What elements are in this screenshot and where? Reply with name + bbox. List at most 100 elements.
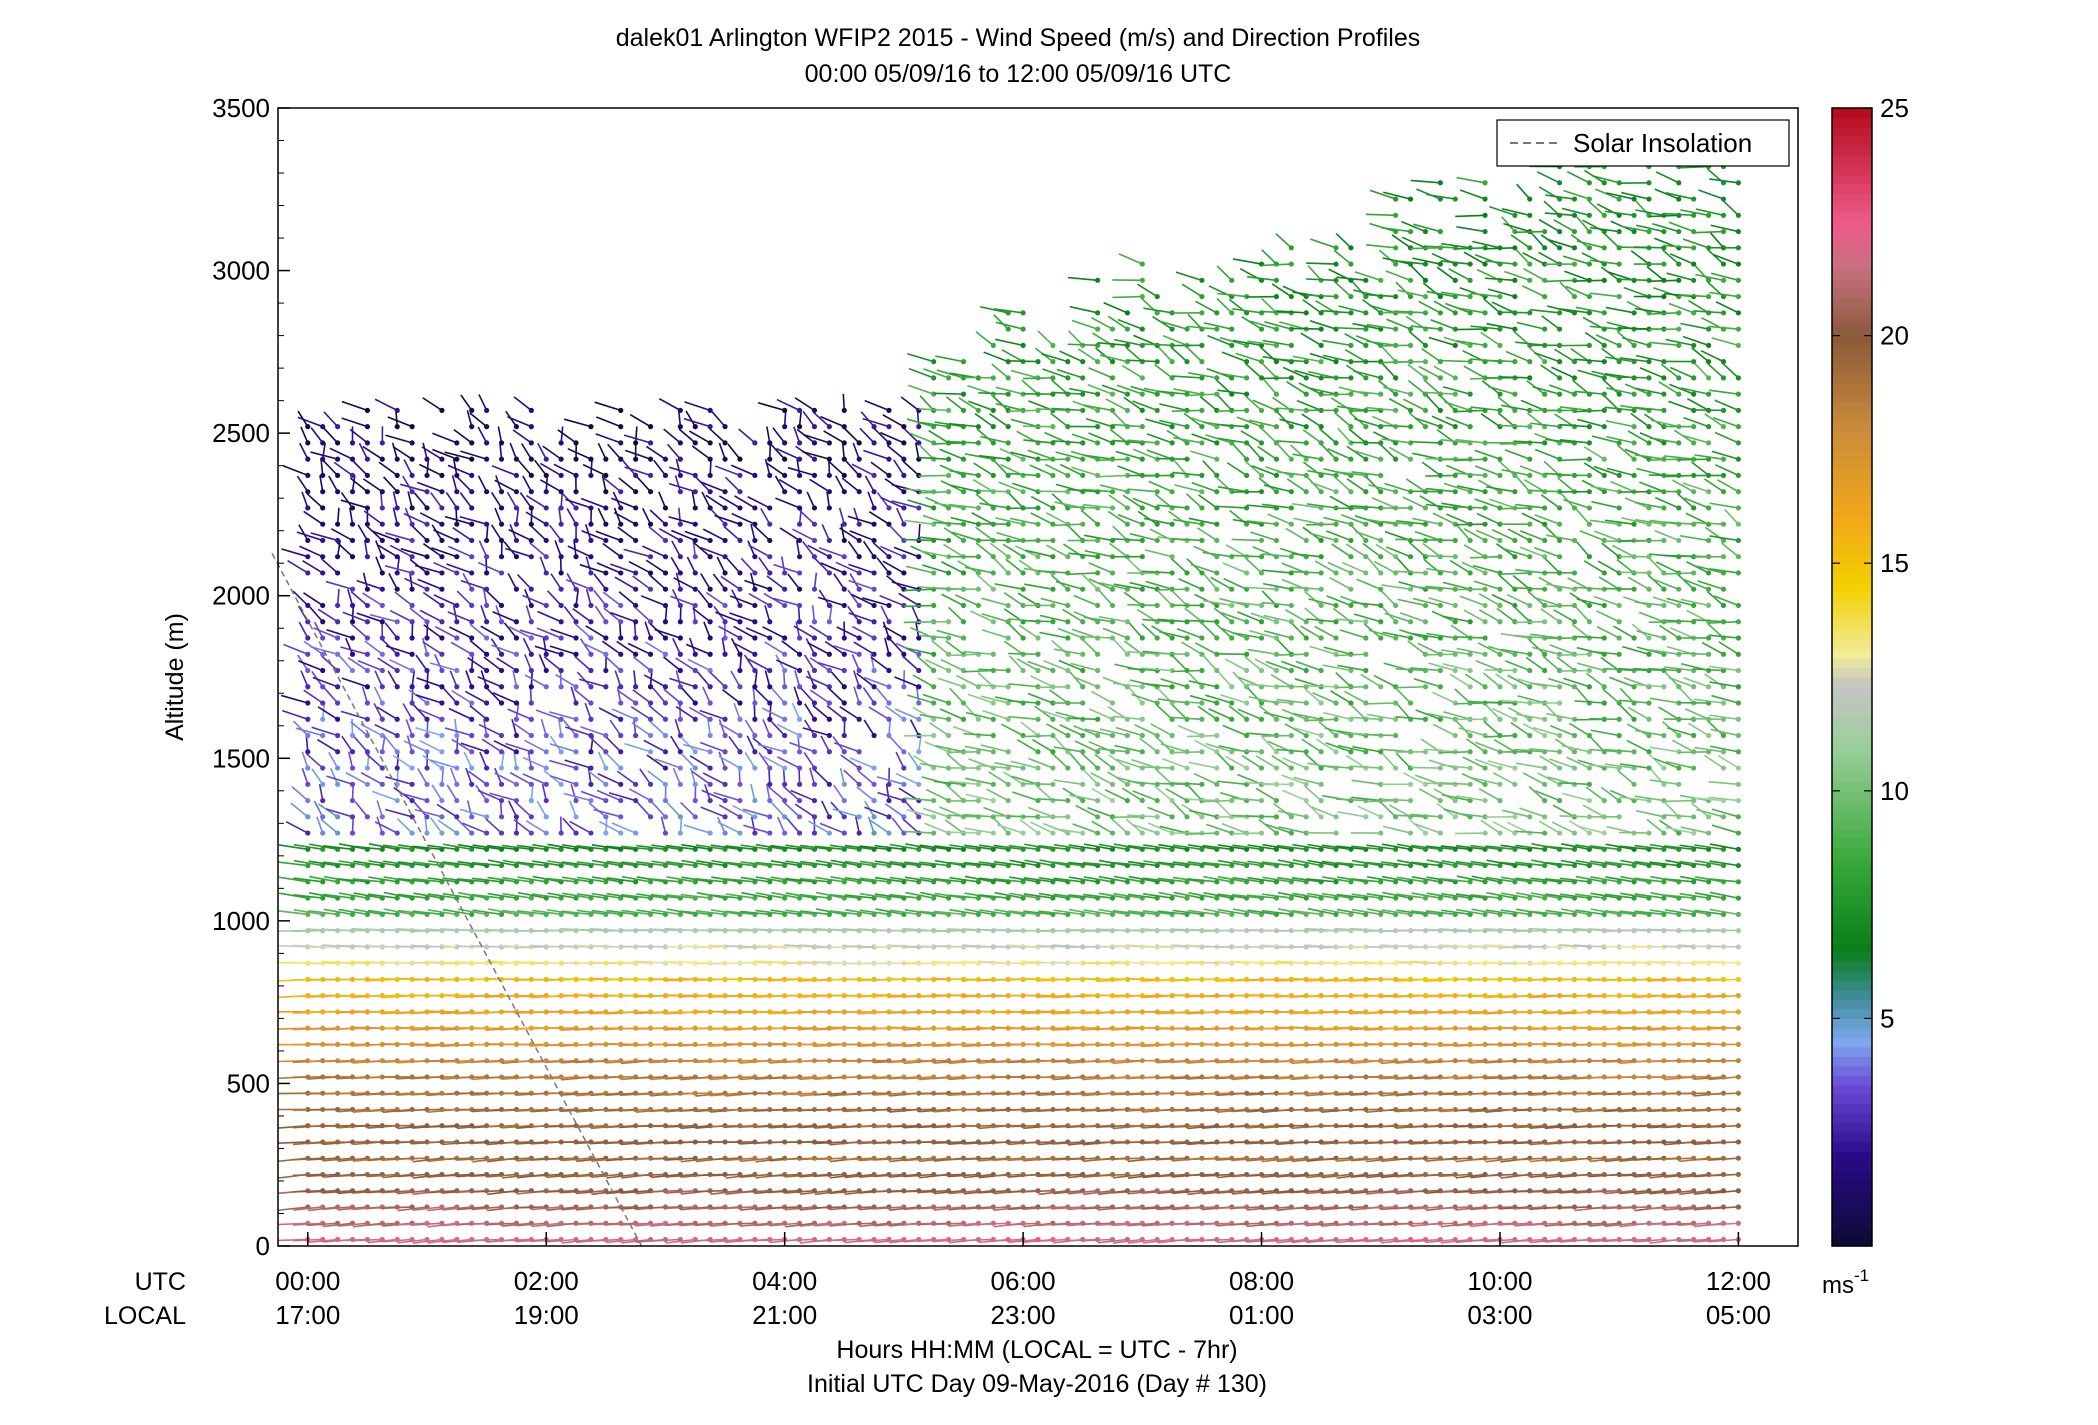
wind-barb <box>413 492 428 509</box>
wind-barb <box>549 524 562 541</box>
wind-barb-dot <box>484 781 490 787</box>
wind-barb <box>432 448 458 460</box>
wind-barb-dot <box>558 602 564 609</box>
wind-barb-dot <box>409 505 415 511</box>
wind-barb-dot <box>886 456 892 462</box>
wind-barb-dot <box>901 716 907 722</box>
wind-barb-dot <box>618 765 624 771</box>
wind-barb <box>382 1238 413 1243</box>
wind-barb-dot <box>796 732 803 739</box>
wind-barb <box>454 718 458 736</box>
wind-barb <box>441 962 472 965</box>
wind-barb <box>278 844 308 851</box>
wind-barb-dot <box>379 635 385 641</box>
wind-barb <box>385 645 413 656</box>
wind-barb <box>903 588 934 592</box>
wind-barb-dot <box>513 651 520 657</box>
wind-barb-dot <box>513 830 520 836</box>
wind-barb-dot <box>677 424 683 430</box>
wind-barb-dot <box>454 635 460 641</box>
wind-barb-dot <box>782 651 788 657</box>
wind-barb <box>478 723 502 737</box>
wind-barb-dot <box>379 862 385 869</box>
wind-barb <box>724 1222 755 1225</box>
wind-barb <box>894 708 920 721</box>
wind-barb <box>475 784 488 802</box>
wind-barb-dot <box>1050 830 1056 836</box>
wind-barb <box>485 523 489 541</box>
wind-barb-dot <box>722 440 728 446</box>
wind-barb-dot <box>528 635 534 641</box>
wind-barb-dot <box>469 732 475 739</box>
wind-barb <box>516 1206 547 1209</box>
wind-barb-dot <box>901 424 907 430</box>
wind-barb <box>400 547 428 558</box>
wind-barb <box>1008 492 1024 509</box>
wind-barb-dot <box>841 424 847 430</box>
wind-barb-dot <box>990 342 996 348</box>
wind-barb-dot <box>364 619 371 625</box>
wind-barb <box>469 704 488 720</box>
wind-barb-dot <box>558 586 564 592</box>
wind-barb <box>441 1011 472 1015</box>
wind-barb-dot <box>1005 797 1011 804</box>
wind-barb-dot <box>588 424 594 430</box>
wind-barb-dot <box>409 440 415 446</box>
wind-barb <box>307 1173 338 1177</box>
wind-barb-dot <box>737 602 743 609</box>
wind-barb-dot <box>394 586 400 592</box>
wind-barb <box>444 515 472 525</box>
wind-barb-dot <box>871 797 877 804</box>
wind-barb-dot <box>811 472 818 479</box>
wind-barb-dot <box>469 537 475 544</box>
wind-barb-dot <box>454 521 460 527</box>
wind-barb <box>448 545 473 558</box>
wind-barb <box>392 491 398 509</box>
wind-barb-dot <box>677 489 683 495</box>
wind-barb <box>1012 791 1039 802</box>
wind-barb <box>442 1206 472 1211</box>
wind-barb-dot <box>722 521 728 527</box>
wind-barb-dot <box>588 456 594 462</box>
wind-barb-dot <box>707 489 713 495</box>
wind-barb-dot <box>960 635 967 641</box>
wind-barb <box>517 459 532 476</box>
wind-barb-dot <box>677 716 683 722</box>
wind-barb <box>1008 815 1039 818</box>
wind-barb <box>513 396 532 412</box>
wind-barb-dot <box>945 619 952 625</box>
wind-barb-dot <box>707 765 713 771</box>
wind-barb <box>595 433 622 444</box>
wind-barb <box>337 1189 368 1195</box>
wind-barb-dot <box>379 602 385 609</box>
wind-barb-dot <box>454 456 460 462</box>
wind-barb <box>880 605 890 623</box>
wind-barb-dot <box>305 797 311 804</box>
wind-barb-dot <box>1050 781 1056 787</box>
wind-barb <box>283 643 309 655</box>
wind-barb-dot <box>528 505 534 511</box>
wind-barb-dot <box>796 651 803 657</box>
wind-barb <box>613 511 637 525</box>
wind-barb-dot <box>573 456 579 462</box>
wind-barb-dot <box>543 521 549 527</box>
wind-barb-dot <box>320 814 326 820</box>
wind-barb-dot <box>394 911 400 917</box>
wind-barb <box>422 442 428 460</box>
wind-barb <box>441 1059 472 1063</box>
wind-barb-dot <box>692 489 698 495</box>
wind-barb-dot <box>1005 570 1011 576</box>
wind-barb-dot <box>528 700 534 706</box>
wind-barb-dot <box>901 765 907 771</box>
wind-barb-dot <box>945 716 952 722</box>
wind-barb-dot <box>618 732 624 739</box>
wind-barb-dot <box>767 472 773 479</box>
wind-barb <box>452 527 473 542</box>
wind-barb <box>397 1026 428 1029</box>
wind-barb-dot <box>1035 716 1041 722</box>
wind-barb-dot <box>782 570 788 576</box>
wind-barb <box>614 576 637 590</box>
wind-barb-dot <box>796 765 803 771</box>
wind-barb-dot <box>901 440 907 446</box>
wind-barb-dot <box>603 489 609 495</box>
